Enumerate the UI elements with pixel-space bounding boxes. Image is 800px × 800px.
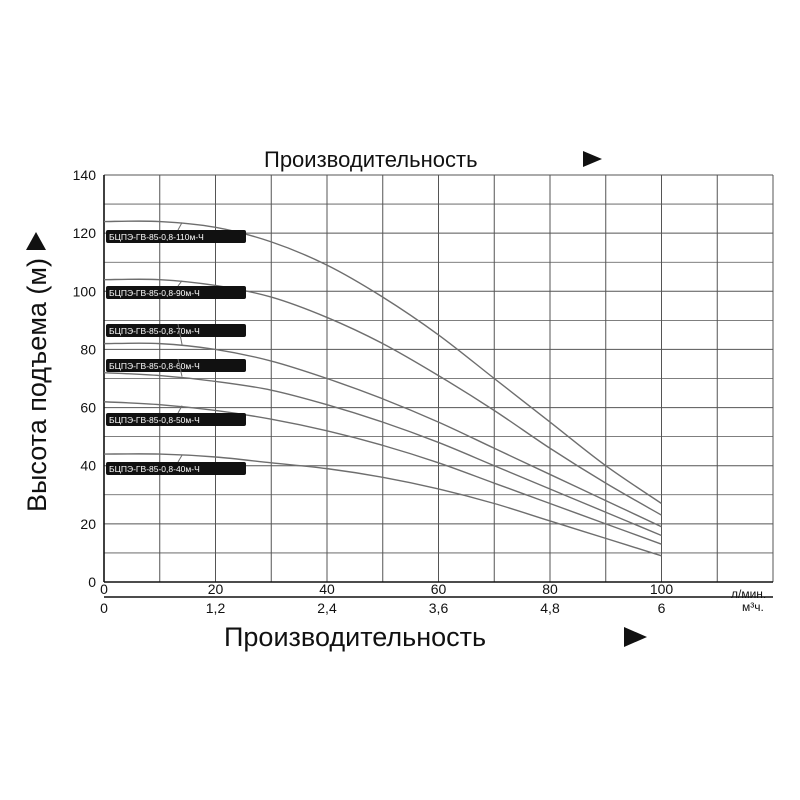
series-line	[103, 342, 662, 528]
x2-tick-label: 1,2	[206, 600, 226, 616]
series-label-bg	[106, 413, 246, 426]
x-tick-label: 60	[431, 581, 447, 597]
x2-tick-label: 6	[658, 600, 666, 616]
series-label-leader	[177, 280, 183, 287]
series-label-bg	[106, 286, 246, 299]
series-label-bg	[106, 462, 246, 475]
series-label-text: БЦПЭ-ГВ-85-0,8-60м-Ч	[109, 361, 200, 371]
series-label-bg	[106, 324, 246, 337]
series-line	[103, 278, 662, 516]
series-label-text: БЦПЭ-ГВ-85-0,8-50м-Ч	[109, 415, 200, 425]
y-tick-label: 100	[73, 283, 97, 299]
y-tick-label: 60	[80, 400, 96, 416]
series-label-text: БЦПЭ-ГВ-85-0,8-70м-Ч	[109, 326, 200, 336]
x-axis-arrow-icon	[624, 627, 647, 647]
series-label: БЦПЭ-ГВ-85-0,8-90м-Ч	[106, 280, 246, 299]
x2-tick-label: 3,6	[429, 600, 449, 616]
series-label-text: БЦПЭ-ГВ-85-0,8-40м-Ч	[109, 464, 200, 474]
series-line	[103, 401, 662, 545]
series-label: БЦПЭ-ГВ-85-0,8-40м-Ч	[106, 454, 246, 475]
x2-tick-label: 4,8	[540, 600, 560, 616]
series-line	[103, 220, 662, 505]
series-label: БЦПЭ-ГВ-85-0,8-110м-Ч	[106, 222, 246, 243]
x-tick-label: 40	[319, 581, 335, 597]
series-label-bg	[106, 230, 246, 243]
series-label-bg	[106, 359, 246, 372]
series-label-leader	[177, 358, 183, 377]
x-tick-label: 20	[208, 581, 224, 597]
series-label-leader	[177, 454, 183, 463]
y-tick-label: 120	[73, 225, 97, 241]
series-label-leader	[177, 323, 183, 345]
series-label-leader	[177, 222, 183, 231]
x-axis-label: Производительность	[224, 622, 486, 652]
tick-labels: 0 20 40 60 80 100 120 140 0 20 40 60 80 100 0 1,2 2,4 3,6…	[73, 167, 674, 616]
x-tick-label: 100	[650, 581, 674, 597]
y-tick-label: 80	[80, 341, 96, 357]
series-label-text: БЦПЭ-ГВ-85-0,8-110м-Ч	[109, 232, 204, 242]
chart-title: Производительность	[264, 147, 478, 172]
series-label: БЦПЭ-ГВ-85-0,8-50м-Ч	[106, 405, 246, 426]
y-axis-label: Высота подъема (м)	[22, 258, 52, 512]
x2-tick-label: 0	[100, 600, 108, 616]
series-label-text: БЦПЭ-ГВ-85-0,8-90м-Ч	[109, 288, 200, 298]
curves	[103, 220, 662, 557]
y-tick-label: 140	[73, 167, 97, 183]
x2-unit-label: м³ч.	[742, 600, 764, 614]
series-label: БЦПЭ-ГВ-85-0,8-60м-Ч	[106, 358, 246, 377]
y-tick-label: 20	[80, 516, 96, 532]
series-label-leader	[177, 405, 183, 414]
series-label: БЦПЭ-ГВ-85-0,8-70м-Ч	[106, 323, 246, 345]
x-tick-label: 0	[100, 581, 108, 597]
x2-tick-label: 2,4	[317, 600, 337, 616]
series-labels: БЦПЭ-ГВ-85-0,8-110м-Ч БЦПЭ-ГВ-85-0,8-90м-…	[106, 222, 246, 475]
series-line	[103, 371, 662, 537]
chart-title-arrow-icon	[583, 151, 602, 167]
x-tick-label: 80	[542, 581, 558, 597]
x-unit-label: л/мин.	[731, 587, 766, 601]
y-tick-label: 0	[88, 574, 96, 590]
y-axis-arrow-icon	[26, 232, 46, 250]
y-tick-label: 40	[80, 458, 96, 474]
series-line	[103, 453, 662, 557]
